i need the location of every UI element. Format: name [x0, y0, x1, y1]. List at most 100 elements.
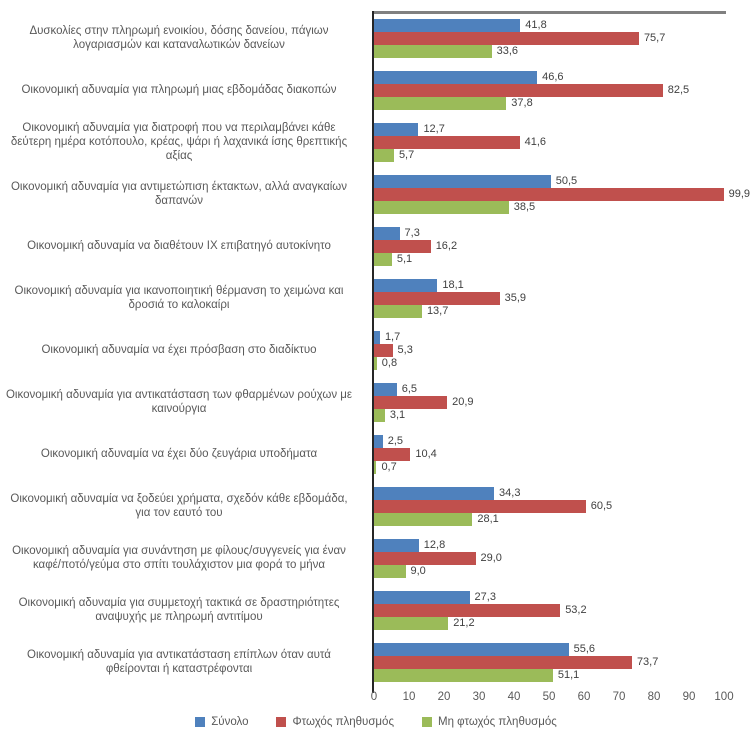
bar-series-2 [374, 96, 507, 110]
bar-series-1 [374, 239, 431, 253]
bar-series-0 [374, 330, 380, 344]
bar-series-2 [374, 564, 406, 578]
x-tick-label: 10 [402, 691, 416, 703]
legend-label: Σύνολο [211, 716, 249, 728]
bar-series-0 [374, 538, 419, 552]
bar-group: 55,6 73,7 51,1 [374, 642, 752, 682]
value-label: 21,2 [453, 617, 475, 629]
bar-group: 46,6 82,5 37,8 [374, 70, 752, 110]
value-label: 33,6 [496, 45, 519, 57]
plot-area: Δυσκολίες στην πληρωμή ενοικίου, δόσης δ… [0, 12, 752, 688]
bar-series-2 [374, 148, 394, 162]
bar-line: 46,6 [374, 70, 752, 84]
category-label: Οικονομική αδυναμία για αντιμετώπιση έκτ… [10, 180, 347, 207]
bar-line: 1,7 [374, 330, 752, 344]
bar-line: 41,8 [374, 18, 752, 32]
x-tick-label: 90 [682, 691, 696, 703]
value-label: 16,2 [435, 240, 458, 252]
bar-series-2 [374, 616, 449, 630]
bar-line: 5,3 [374, 343, 752, 357]
category-row: Οικονομική αδυναμία να έχει δύο ζευγάρια… [0, 428, 752, 480]
legend: Σύνολο Φτωχός πληθυσμός Μη φτωχός πληθυσμό… [0, 716, 752, 728]
value-label: 28,1 [477, 513, 499, 525]
value-label: 35,9 [504, 292, 527, 304]
legend-item: Φτωχός πληθυσμός [276, 716, 394, 728]
bar-line: 55,6 [374, 642, 752, 656]
bar-group: 27,3 53,2 21,2 [374, 590, 752, 630]
category-label: Οικονομική αδυναμία για αντικατάσταση επ… [27, 648, 331, 675]
bar-line: 34,3 [374, 486, 752, 500]
category-row: Οικονομική αδυναμία για αντικατάσταση τω… [0, 376, 752, 428]
bar-group: 12,7 41,6 5,7 [374, 122, 752, 162]
bar-series-0 [374, 434, 383, 448]
x-tick-label: 80 [647, 691, 661, 703]
category-label: Οικονομική αδυναμία να ξοδεύει χρήματα, … [10, 492, 348, 519]
bar-group: 18,1 35,9 13,7 [374, 278, 752, 318]
bar-line: 5,1 [374, 252, 752, 266]
bar-series-2 [374, 356, 377, 370]
legend-label: Φτωχός πληθυσμός [292, 716, 394, 728]
category-label: Οικονομική αδυναμία για συμμετοχή τακτικ… [18, 596, 340, 623]
bar-series-1 [374, 395, 448, 409]
x-tick-label: 30 [472, 691, 486, 703]
legend-item: Μη φτωχός πληθυσμός [422, 716, 557, 728]
bar-series-2 [374, 304, 422, 318]
bar-line: 16,2 [374, 239, 752, 253]
category-row: Οικονομική αδυναμία για πληρωμή μιας εβδ… [0, 64, 752, 116]
plot-area-top-border [372, 11, 726, 14]
value-label: 5,3 [397, 344, 413, 356]
category-label: Οικονομική αδυναμία για αντικατάσταση τω… [5, 388, 353, 415]
bar-line: 12,8 [374, 538, 752, 552]
value-label: 5,1 [396, 253, 413, 265]
bar-group: 1,7 5,3 0,8 [374, 330, 752, 370]
bar-series-1 [374, 499, 586, 513]
value-label: 55,6 [573, 643, 596, 655]
value-label: 46,6 [542, 71, 564, 83]
value-label: 29,0 [480, 552, 502, 564]
bar-group: 7,3 16,2 5,1 [374, 226, 752, 266]
category-label: Οικονομική αδυναμία για συνάντηση με φίλ… [12, 544, 346, 571]
bar-line: 28,1 [374, 512, 752, 526]
value-label: 60,5 [590, 500, 613, 512]
value-label: 1,7 [384, 331, 401, 343]
category-row: Οικονομική αδυναμία για αντιμετώπιση έκτ… [0, 168, 752, 220]
category-row: Δυσκολίες στην πληρωμή ενοικίου, δόσης δ… [0, 12, 752, 64]
value-label: 9,0 [410, 565, 426, 577]
value-label: 41,8 [525, 19, 547, 31]
bar-series-0 [374, 174, 551, 188]
legend-item: Σύνολο [195, 716, 248, 728]
value-label: 10,4 [415, 448, 437, 460]
bar-line: 9,0 [374, 564, 752, 578]
category-row: Οικονομική αδυναμία να διαθέτουν ΙΧ επιβ… [0, 220, 752, 272]
value-label: 12,7 [423, 123, 445, 135]
bar-series-0 [374, 642, 569, 656]
bar-series-2 [374, 252, 392, 266]
bar-line: 2,5 [374, 434, 752, 448]
value-label: 3,1 [389, 409, 406, 421]
value-label: 27,3 [474, 591, 496, 603]
bar-group: 34,3 60,5 28,1 [374, 486, 752, 526]
value-label: 51,1 [557, 669, 580, 681]
bar-series-2 [374, 460, 377, 474]
bar-line: 5,7 [374, 148, 752, 162]
bar-line: 41,6 [374, 135, 752, 149]
category-label: Οικονομική αδυναμία για πληρωμή μιας εβδ… [21, 83, 337, 96]
bar-series-2 [374, 512, 473, 526]
category-row: Οικονομική αδυναμία να έχει πρόσβαση στο… [0, 324, 752, 376]
bar-line: 3,1 [374, 408, 752, 422]
bar-series-0 [374, 122, 419, 136]
x-tick-label: 50 [542, 691, 556, 703]
bar-line: 33,6 [374, 44, 752, 58]
axis-tick-mark [372, 688, 374, 693]
bar-line: 82,5 [374, 83, 752, 97]
bar-series-0 [374, 18, 521, 32]
x-tick-label: 60 [577, 691, 591, 703]
bar-line: 18,1 [374, 278, 752, 292]
bar-line: 0,8 [374, 356, 752, 370]
bar-line: 20,9 [374, 395, 752, 409]
category-row: Οικονομική αδυναμία να ξοδεύει χρήματα, … [0, 480, 752, 532]
value-label: 12,8 [423, 539, 446, 551]
bar-series-0 [374, 382, 397, 396]
bar-line: 29,0 [374, 551, 752, 565]
bar-line: 35,9 [374, 291, 752, 305]
